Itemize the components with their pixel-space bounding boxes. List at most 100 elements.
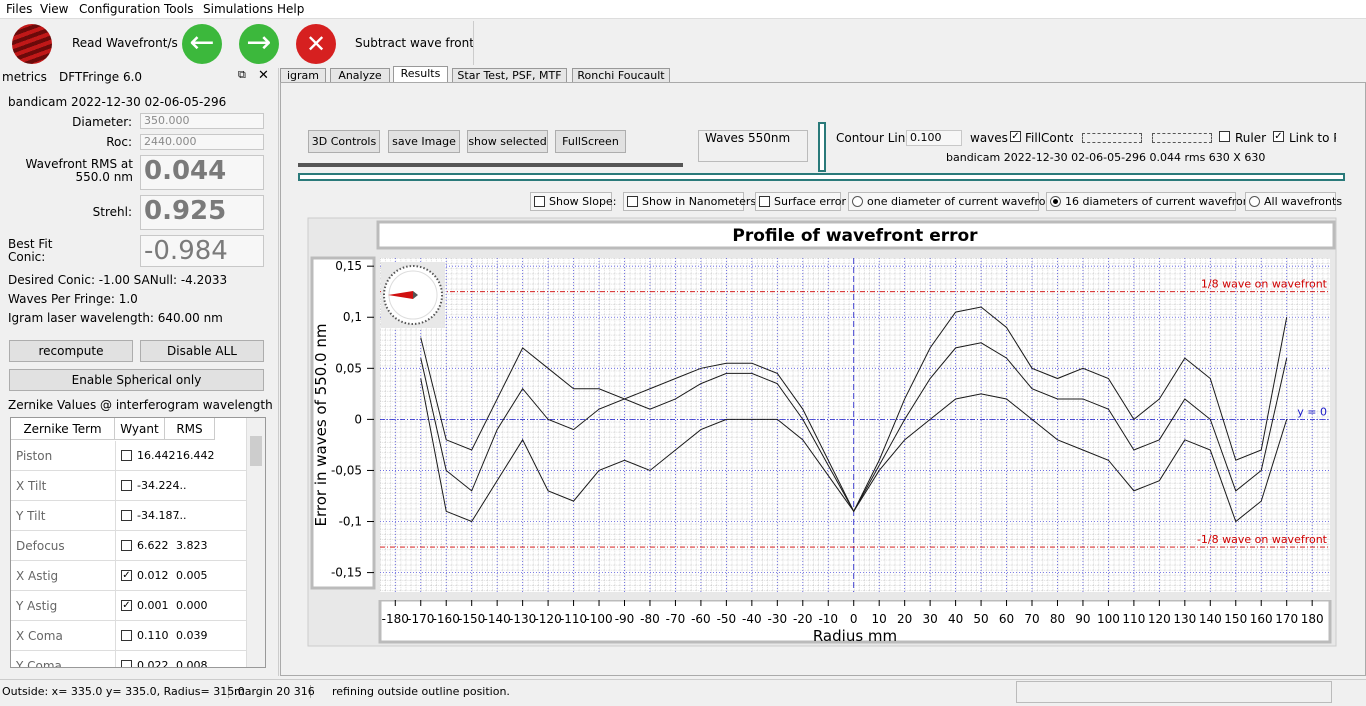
option-label[interactable]: 16 diameters of current wavefront bbox=[1065, 195, 1255, 208]
col-line bbox=[115, 591, 116, 621]
option-label[interactable]: All wavefronts bbox=[1264, 195, 1343, 208]
checkbox[interactable] bbox=[121, 630, 132, 641]
divider bbox=[298, 163, 683, 167]
toolbar: Read Wavefront/s ← → ✕ Subtract wave fro… bbox=[0, 19, 1366, 67]
rms: 16.442 bbox=[176, 449, 215, 462]
col-line bbox=[115, 651, 116, 667]
checkbox[interactable] bbox=[121, 480, 132, 491]
roc-field[interactable]: 2440.000 bbox=[140, 134, 264, 150]
rms: 0.000 bbox=[176, 599, 208, 612]
float-button[interactable]: ⧉ bbox=[238, 68, 246, 81]
menu-item[interactable]: Help bbox=[277, 2, 305, 16]
term: X Astig bbox=[16, 569, 59, 583]
scrollbar[interactable] bbox=[246, 418, 265, 667]
diameter-field[interactable]: 350.000 bbox=[140, 113, 264, 129]
menu-item[interactable]: Configuration bbox=[79, 2, 161, 16]
fill-contour-label: FillContou bbox=[1025, 131, 1073, 145]
checkbox[interactable]: ✓ bbox=[121, 600, 132, 611]
checkbox[interactable] bbox=[759, 196, 770, 207]
tab[interactable]: Analyze bbox=[330, 68, 390, 82]
button[interactable]: save Image bbox=[388, 130, 460, 153]
zernike-table: Zernike Term Wyant RMS Piston 16.442 16.442 X … bbox=[10, 417, 266, 668]
scroll-thumb[interactable] bbox=[250, 436, 262, 466]
checkbox[interactable]: ✓ bbox=[1273, 131, 1284, 142]
wyant: 0.110 bbox=[137, 629, 169, 642]
link-label: Link to Pr bbox=[1289, 131, 1336, 145]
checkbox[interactable] bbox=[534, 196, 545, 207]
checkbox[interactable] bbox=[121, 660, 132, 667]
diameter-label: Diameter: bbox=[72, 115, 132, 129]
tab[interactable]: igram bbox=[280, 68, 326, 82]
menu-bar: Files View Configuration Tools Simulations He… bbox=[0, 0, 1366, 19]
radio[interactable] bbox=[852, 196, 863, 207]
radio[interactable] bbox=[1050, 196, 1061, 207]
subtract-label[interactable]: Subtract wave front bbox=[355, 36, 474, 50]
disable-all-button[interactable]: Disable ALL bbox=[140, 340, 264, 362]
menu-item[interactable]: Files bbox=[6, 2, 33, 16]
back-button[interactable]: ← bbox=[182, 24, 222, 64]
menu-item[interactable]: View bbox=[40, 2, 69, 16]
roc-label: Roc: bbox=[106, 135, 132, 149]
checkbox[interactable]: ✓ bbox=[121, 570, 132, 581]
col-line bbox=[115, 561, 116, 591]
tab[interactable]: Ronchi Foucault bbox=[572, 68, 670, 82]
col-line bbox=[115, 621, 116, 651]
forward-button[interactable]: → bbox=[239, 24, 279, 64]
wyant: -34.224 bbox=[137, 479, 180, 492]
close-button[interactable]: ✕ bbox=[258, 68, 269, 83]
wyant: -34.187 bbox=[137, 509, 180, 522]
rms: ... bbox=[176, 479, 187, 492]
rms: 0.005 bbox=[176, 569, 208, 582]
option-label[interactable]: Show in Nanometers bbox=[642, 195, 757, 208]
tab[interactable]: Results bbox=[393, 66, 448, 82]
rms: 0.039 bbox=[176, 629, 208, 642]
row-line bbox=[11, 590, 246, 591]
spherical-button[interactable]: Enable Spherical only bbox=[9, 369, 264, 391]
menu-item[interactable]: Tools bbox=[164, 2, 194, 16]
rms-value: 0.044 bbox=[140, 155, 264, 190]
wyant: 6.622 bbox=[137, 539, 169, 552]
read-label[interactable]: Read Wavefront/s bbox=[72, 36, 178, 50]
col-line bbox=[115, 531, 116, 561]
splitter[interactable] bbox=[818, 122, 826, 172]
zernike-title: Zernike Values @ interferogram wavelengt… bbox=[8, 398, 273, 412]
checkbox[interactable]: ✓ bbox=[1010, 131, 1021, 142]
status-bar: Outside: x= 335.0 y= 335.0, Radius= 315.… bbox=[0, 679, 1366, 706]
rms: ... bbox=[176, 509, 187, 522]
checkbox[interactable] bbox=[1219, 131, 1230, 142]
contour-input[interactable]: 0.100 bbox=[906, 130, 962, 146]
file-name: bandicam 2022-12-30 02-06-05-296 bbox=[8, 95, 227, 109]
checkbox[interactable] bbox=[121, 510, 132, 521]
waves-box-label: Waves 550nm bbox=[705, 131, 791, 145]
panel-tab: metrics bbox=[2, 70, 47, 84]
button[interactable]: 3D Controls bbox=[308, 130, 380, 153]
checkbox[interactable] bbox=[121, 450, 132, 461]
progress-bar bbox=[1016, 681, 1332, 703]
slider[interactable] bbox=[1152, 133, 1212, 143]
option-label[interactable]: Surface error bbox=[774, 195, 847, 208]
radio[interactable] bbox=[1249, 196, 1260, 207]
metrics-panel: metrics DFTFringe 6.0 ⧉ ✕ bandicam 2022-… bbox=[0, 68, 279, 676]
option-label[interactable]: Show Slope: bbox=[549, 195, 617, 208]
wavefront-info: bandicam 2022-12-30 02-06-05-296 0.044 r… bbox=[946, 151, 1266, 164]
checkbox[interactable] bbox=[121, 540, 132, 551]
splitter[interactable] bbox=[298, 173, 1345, 181]
table-header: RMS bbox=[165, 418, 215, 440]
option-label[interactable]: one diameter of current wavefront bbox=[867, 195, 1057, 208]
conic-label: Best Fit Conic: bbox=[8, 237, 53, 264]
tab[interactable]: Star Test, PSF, MTF bbox=[452, 68, 567, 82]
conic-value: -0.984 bbox=[140, 235, 264, 267]
menu-item[interactable]: Simulations bbox=[203, 2, 274, 16]
checkbox[interactable] bbox=[627, 196, 638, 207]
delete-button[interactable]: ✕ bbox=[296, 24, 336, 64]
read-icon[interactable] bbox=[12, 24, 52, 64]
col-line bbox=[115, 441, 116, 471]
button[interactable]: show selected bbox=[467, 130, 548, 153]
term: Y Astig bbox=[16, 599, 58, 613]
slider[interactable] bbox=[1082, 133, 1142, 143]
waves-per-fringe: Waves Per Fringe: 1.0 bbox=[8, 292, 138, 306]
button[interactable]: FullScreen bbox=[555, 130, 626, 153]
option-frame bbox=[848, 192, 1039, 211]
recompute-button[interactable]: recompute bbox=[9, 340, 133, 362]
